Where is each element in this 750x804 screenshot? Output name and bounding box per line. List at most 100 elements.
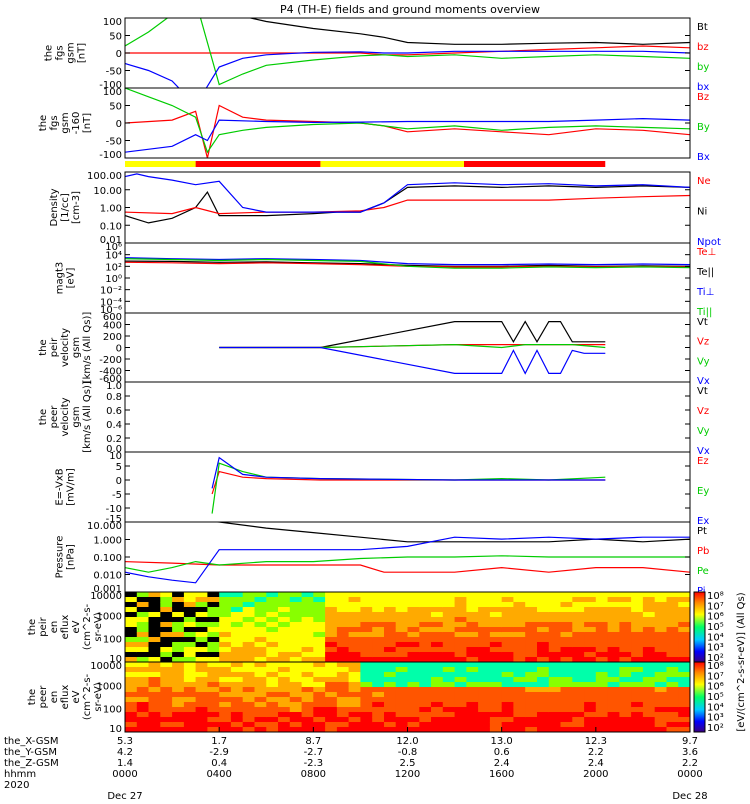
y-axis-label: (cm^2-s- [82,603,93,650]
legend-entry: By [697,122,710,133]
y-axis-label: eV [71,620,82,633]
x-tick-label: 1600 [489,769,514,780]
x-tick-label: -0.8 [398,747,418,758]
series-red-1-1 [125,45,690,56]
legend-entry: Vt [697,317,708,328]
y-tick-label: 10.000 [87,521,122,532]
series-green-7-1 [211,462,606,514]
y-tick-label: 5 [116,462,122,473]
colorbar-tick-label: 10⁸ [707,591,724,602]
panel-frame [124,242,691,314]
legend-entry: Npot [697,237,721,248]
y-axis-label: [nT] [77,43,88,63]
legend-entry: bz [697,42,709,53]
colorbar-tick-label: 10⁶ [707,612,724,623]
colorbar-tick-label: 10⁴ [707,632,724,643]
y-tick-label: -600 [99,374,122,385]
y-tick-label: -5 [112,490,122,501]
x-tick-label: 13.0 [491,736,513,747]
series-blue-2-2 [125,117,690,153]
panel-frame [124,451,691,523]
x-tick-label: 0000 [112,769,137,780]
y-axis-label: -160 [71,112,82,135]
legend-entry: Pe [697,566,709,577]
y-tick-label: 10² [105,262,122,273]
y-axis-label: (cm^2-s- [82,673,93,720]
y-tick-label: 10⁻² [100,286,122,297]
y-tick-label: 100 [103,635,122,646]
series-black-1-0 [247,18,690,45]
colorbar-tick-label: 10⁷ [707,601,724,612]
x-tick-label: 12.3 [585,736,607,747]
y-tick-label: 0.8 [106,392,122,403]
y-tick-label: 10⁻⁴ [100,297,122,308]
legend-entry: Ne [697,176,711,187]
y-axis-label: [nT] [82,113,93,133]
y-tick-label: 10 [109,724,122,735]
y-tick-label: 0.100 [93,553,122,564]
y-tick-label: 10⁴ [105,251,122,262]
y-tick-label: 0.2 [106,434,122,445]
y-tick-label: -100 [99,80,122,91]
legend-entry: Vx [697,376,710,387]
legend-entry: Te|| [696,267,714,278]
mode-bar-yellow-0 [125,161,196,167]
y-axis-label: the [27,689,38,705]
y-tick-label: 10⁶ [105,242,122,253]
x-tick-label: 2.2 [682,758,698,769]
y-axis-label: velocity [60,328,71,367]
legend-entry: bx [697,82,709,93]
y-axis-label: [km/s (All Qs)] [82,381,93,453]
series-blue-7-2 [211,456,606,489]
colorbar-label: [eV/(cm^2-s-sr-eV)] (All Qs) [736,592,747,731]
series-red-7-0 [211,470,606,495]
y-axis-label: [cm-3] [71,191,82,224]
series-black-8-0 [208,522,690,543]
x-date-label: Dec 27 [107,791,142,800]
y-tick-label: -10 [106,504,122,515]
y-tick-label: 10000 [90,661,122,672]
series-green-8-2 [125,555,690,573]
panel-2: 100 50 0 -50 -100 the fgs gsm -160 [nT] Bz By Bx [38,87,710,163]
y-axis-label: peer [38,685,49,709]
y-tick-label: 0 [116,476,122,487]
y-tick-label: 400 [103,321,122,332]
y-axis-label: peir [38,616,49,636]
spectrograms [124,591,691,733]
y-axis-label: gsm [71,406,82,427]
legend-entry: Bx [697,152,710,163]
x-tick-label: 2.2 [588,747,604,758]
colorbar-tick-label: 10³ [707,643,724,654]
x-tick-label: 0000 [677,769,702,780]
series-black-3-0 [125,185,690,224]
y-tick-label: 0.10 [100,221,122,232]
x-row-label: hhmm [4,769,36,780]
legend-entry: Vx [697,446,710,457]
series-black-5-0 [219,320,606,349]
y-axis-label: the [27,619,38,635]
x-row-label: 2020 [4,780,29,791]
y-axis-label: gsm [60,112,71,133]
y-tick-label: 200 [103,332,122,343]
y-axis-label: the [44,45,55,61]
x-tick-label: 8.7 [305,736,321,747]
y-axis-label: en [49,621,60,634]
colorbar-tick-label: 10⁶ [707,682,724,693]
y-axis-label: eflux [60,685,71,710]
y-axis-label: sr-eV) [93,682,104,711]
spectrogram-2 [124,661,691,733]
colorbar-2 [693,661,706,733]
x-tick-label: 12.0 [396,736,418,747]
legend-entry: Ni [697,207,707,218]
y-axis-label: en [49,691,60,704]
legend-entry: Ey [697,486,709,497]
y-axis-label: peer [49,405,60,429]
x-tick-label: -2.3 [304,758,324,769]
series-green-2-1 [125,88,690,154]
y-axis-label: peir [49,337,60,357]
y-tick-label: 100 [103,87,122,98]
y-axis-label: E=-VxB [55,468,66,505]
y-axis-label: [km/s (All Qs)] [82,312,93,384]
legend-entry: Ti|| [696,307,712,318]
